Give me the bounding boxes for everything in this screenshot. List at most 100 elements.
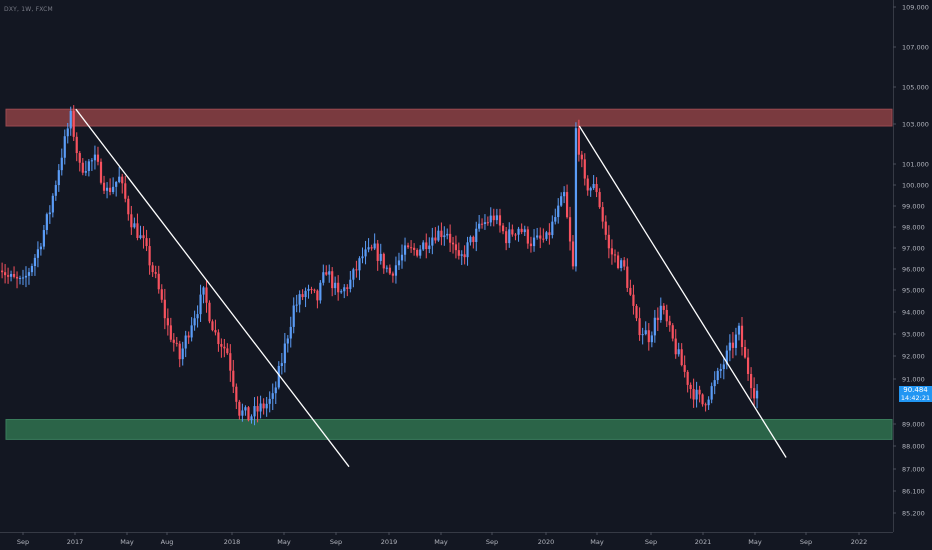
candle — [175, 336, 178, 347]
candle — [199, 284, 202, 322]
candle-body — [629, 287, 632, 295]
resistance-zone[interactable] — [5, 108, 893, 127]
candle — [268, 391, 271, 413]
candle-body — [238, 401, 241, 416]
candle-body — [753, 388, 756, 399]
candle-body — [644, 330, 647, 335]
candle-body — [352, 269, 355, 280]
candle — [133, 217, 136, 229]
candle-body — [184, 335, 187, 349]
candle-body — [410, 247, 413, 249]
candle-body — [725, 350, 728, 365]
candle — [583, 153, 586, 186]
candle — [184, 330, 187, 358]
candle — [352, 267, 355, 288]
candle — [1, 262, 4, 279]
trendline-1[interactable] — [75, 108, 350, 468]
candle — [102, 175, 106, 194]
candle — [166, 308, 169, 336]
candle — [635, 304, 638, 322]
candle — [109, 178, 112, 196]
candle — [616, 251, 620, 270]
time-tick-label: May — [277, 538, 291, 546]
candle — [638, 307, 641, 341]
candle-body — [66, 128, 69, 137]
price-tick-label: 86.100 — [902, 488, 925, 496]
candle-body — [18, 277, 22, 279]
candle — [229, 344, 232, 382]
candle-body — [641, 334, 644, 336]
candle-body — [532, 237, 536, 247]
candle-body — [542, 238, 545, 240]
price-tick-label: 87.000 — [902, 466, 925, 474]
candle — [388, 264, 391, 276]
candle-body — [214, 330, 217, 333]
candle — [410, 240, 413, 253]
price-tick-label: 107.000 — [902, 44, 929, 52]
candle-body — [704, 404, 707, 406]
time-axis[interactable]: Sep 2017 May Aug 2018 May Sep 2019 May Sep 2020 May… — [17, 532, 867, 546]
candle — [30, 263, 34, 277]
candle — [271, 383, 274, 411]
candle-body — [268, 398, 271, 404]
candle-body — [84, 171, 87, 173]
candle — [753, 377, 756, 407]
zones-layer — [5, 108, 893, 440]
candle — [568, 206, 572, 251]
time-tick-label: May — [120, 538, 134, 546]
candle-body — [683, 365, 686, 372]
support-zone[interactable] — [5, 419, 893, 440]
candle-body — [701, 394, 704, 405]
candle — [548, 223, 551, 245]
candle — [157, 265, 160, 294]
candle — [343, 284, 346, 299]
bar-countdown: 14:42:21 — [900, 393, 931, 402]
candle — [151, 262, 154, 277]
candle — [334, 276, 337, 295]
candle — [21, 269, 25, 286]
candle-body — [431, 237, 434, 246]
candle — [42, 224, 45, 250]
candle — [370, 244, 373, 251]
candle-body — [466, 242, 469, 258]
candle — [623, 257, 626, 271]
candle — [81, 158, 84, 176]
candle — [69, 106, 72, 136]
candle-body — [181, 348, 184, 360]
candle-body — [526, 229, 529, 244]
candle-body — [346, 287, 349, 289]
candle-body — [501, 225, 505, 232]
candle-body — [142, 235, 145, 239]
price-axis[interactable]: 109.000 107.000 105.000 103.000 101.000 100.0… — [893, 4, 929, 518]
candle-body — [319, 282, 322, 301]
candle-body — [413, 247, 416, 250]
candle — [136, 213, 139, 241]
candle-body — [205, 287, 208, 303]
candle-body — [592, 184, 595, 189]
candle-body — [229, 353, 232, 371]
time-tick-label: Aug — [161, 538, 174, 546]
candle — [731, 332, 734, 359]
trendline-2[interactable] — [578, 125, 787, 458]
candle-body — [90, 160, 93, 162]
candle — [665, 304, 668, 327]
candle-body — [102, 182, 106, 191]
price-tick-label: 103.000 — [902, 121, 929, 129]
candle-body — [115, 182, 118, 187]
candle — [6, 267, 10, 284]
candle-body — [478, 223, 481, 229]
candle-body — [400, 254, 404, 261]
candle — [586, 175, 589, 196]
candle — [668, 315, 671, 332]
candle-body — [78, 153, 81, 163]
candle — [613, 249, 617, 263]
candle — [489, 207, 492, 227]
candle — [629, 279, 632, 296]
candle-body — [495, 215, 498, 221]
candle — [72, 105, 75, 141]
candle — [428, 237, 431, 254]
candle-body — [139, 235, 142, 238]
candle-body — [689, 384, 692, 390]
